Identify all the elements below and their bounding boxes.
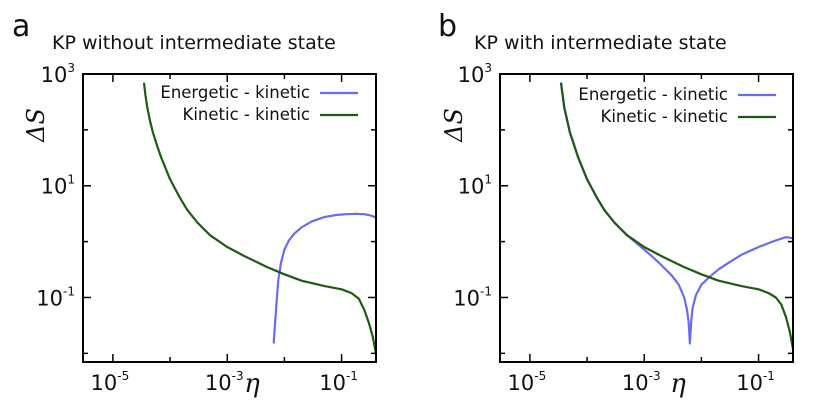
y-tick-label: 10-1: [453, 284, 492, 310]
panel-title: KP with intermediate state: [474, 32, 727, 54]
series-line-kinetic-kinetic: [559, 82, 793, 350]
plot-frame: [499, 73, 794, 363]
legend-label: Kinetic - kinetic: [601, 107, 728, 126]
legend-label: Energetic - kinetic: [578, 85, 728, 104]
x-tick-label: 10-5: [508, 369, 547, 395]
x-axis-label: η: [244, 369, 260, 399]
y-tick-label: 103: [458, 61, 492, 87]
y-tick-label: 101: [41, 173, 75, 199]
panel-a: a KP without intermediate state 10-5 10-3 10…: [12, 9, 377, 399]
x-tick-label: 10-1: [319, 369, 358, 395]
legend-label: Kinetic - kinetic: [183, 105, 310, 124]
panel-b: b KP with intermediate state 10-5 10-3 10-1 1…: [438, 9, 794, 399]
y-tick-label: 101: [458, 173, 492, 199]
y-tick-label: 103: [41, 61, 75, 87]
legend-label: Energetic - kinetic: [160, 83, 310, 102]
y-axis-label: ΔS: [440, 108, 468, 143]
y-tick-label: 10-1: [36, 284, 75, 310]
plot-frame: [82, 73, 377, 363]
series-line-kinetic-kinetic: [142, 82, 376, 354]
panel-letter: b: [438, 9, 457, 44]
series-line-energetic-kinetic: [272, 212, 376, 344]
x-tick-label: 10-1: [736, 369, 775, 395]
panel-title: KP without intermediate state: [52, 32, 336, 54]
x-tick-label: 10-3: [622, 369, 661, 395]
panel-letter: a: [12, 9, 30, 44]
legend: Energetic - kinetic Kinetic - kinetic: [578, 85, 776, 126]
x-tick-label: 10-3: [205, 369, 244, 395]
legend: Energetic - kinetic Kinetic - kinetic: [160, 83, 358, 124]
y-axis-label: ΔS: [22, 108, 50, 143]
x-tick-label: 10-5: [91, 369, 130, 395]
x-axis-label: η: [670, 369, 686, 399]
